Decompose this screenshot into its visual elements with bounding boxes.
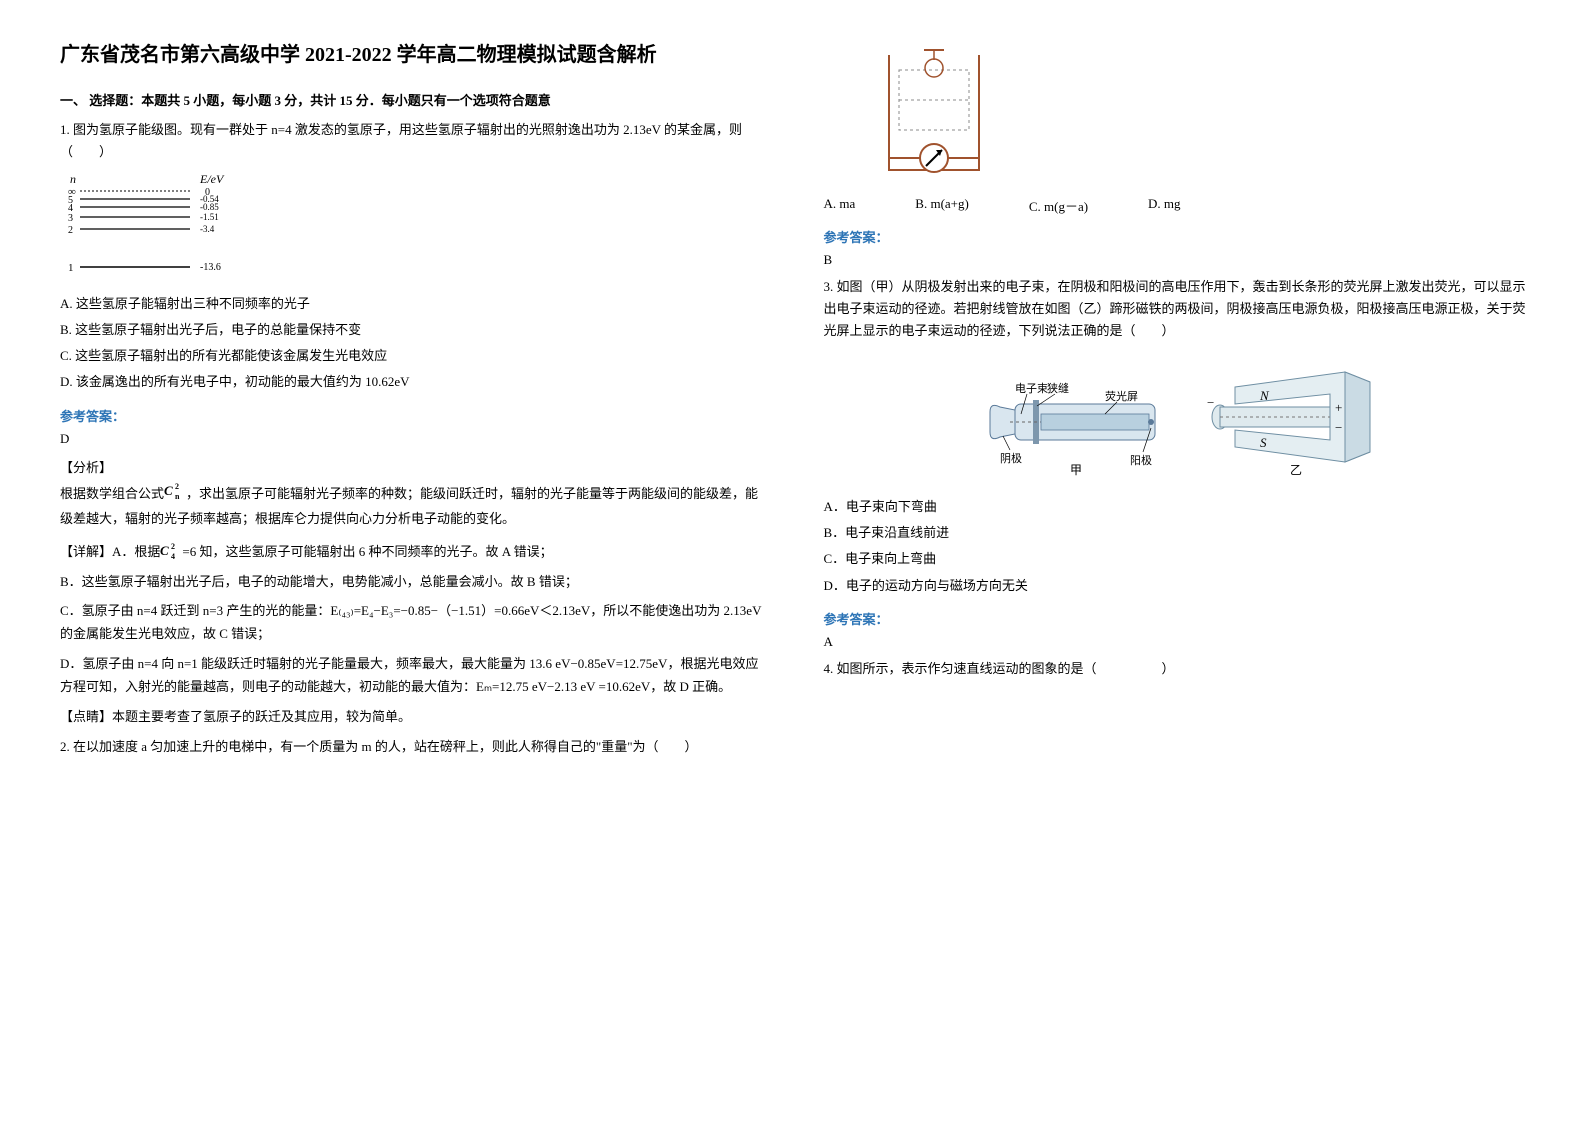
q2-option-d: D. mg — [1148, 196, 1181, 215]
svg-text:电子束: 电子束 — [1015, 382, 1048, 395]
q2-answer: B — [824, 252, 1528, 268]
energy-level-diagram: n E/eV ∞ 0 5 -0.54 4 -0.85 3 -1.51 2 — [60, 171, 764, 285]
q2-stem: 2. 在以加速度 a 匀加速上升的电梯中，有一个质量为 m 的人，站在磅秤上，则… — [60, 736, 764, 758]
svg-text:−: − — [1207, 395, 1214, 410]
q1-ref-label: 参考答案： — [60, 406, 764, 425]
svg-text:甲: 甲 — [1070, 463, 1082, 477]
q1-detail-a-suffix: =6 知，这些氢原子可能辐射出 6 种不同频率的光子。故 A 错误； — [182, 544, 552, 559]
q1-analysis: 根据数学组合公式C2n，求出氢原子可能辐射光子频率的种数；能级间跃迁时，辐射的光… — [60, 482, 764, 531]
svg-text:-1.51: -1.51 — [200, 212, 219, 222]
svg-text:3: 3 — [68, 213, 73, 224]
q3-option-b: B．电子束沿直线前进 — [824, 522, 1528, 544]
svg-text:4: 4 — [171, 552, 175, 560]
q2-ref-label: 参考答案： — [824, 227, 1528, 246]
svg-text:荧光屏: 荧光屏 — [1105, 389, 1138, 403]
section-1-heading: 一、 选择题：本题共 5 小题，每小题 3 分，共计 15 分．每小题只有一个选… — [60, 90, 764, 109]
svg-text:n: n — [175, 492, 180, 500]
svg-text:C: C — [164, 483, 173, 498]
q1-detail-head: 【详解】A．根据C24=6 知，这些氢原子可能辐射出 6 种不同频率的光子。故 … — [60, 541, 764, 564]
svg-text:-13.6: -13.6 — [200, 262, 221, 273]
q3-option-c: C．电子束向上弯曲 — [824, 548, 1528, 570]
svg-text:阴极: 阴极 — [1000, 451, 1022, 465]
doc-title: 广东省茂名市第六高级中学 2021-2022 学年高二物理模拟试题含解析 — [60, 40, 764, 70]
svg-text:2: 2 — [171, 542, 175, 551]
q3-answer: A — [824, 634, 1528, 650]
q1-detail-b: B．这些氢原子辐射出光子后，电子的动能增大，电势能减小，总能量会减小。故 B 错… — [60, 570, 764, 593]
combination-c42-icon: C24 — [160, 542, 182, 564]
q1-tip: 【点睛】本题主要考查了氢原子的跃迁及其应用，较为简单。 — [60, 705, 764, 728]
svg-text:阳极: 阳极 — [1130, 453, 1152, 467]
q1-stem: 1. 图为氢原子能级图。现有一群处于 n=4 激发态的氢原子，用这些氢原子辐射出… — [60, 119, 764, 163]
q3-ref-label: 参考答案： — [824, 609, 1528, 628]
q1-analysis-head: 【分析】 — [60, 457, 764, 476]
svg-text:N: N — [1259, 388, 1270, 403]
q4-stem: 4. 如图所示，表示作匀速直线运动的图象的是（ ） — [824, 658, 1528, 680]
q2-option-a: A. ma — [824, 196, 856, 215]
energy-n-header: n — [70, 172, 76, 186]
q1-option-a: A. 这些氢原子能辐射出三种不同频率的光子 — [60, 293, 764, 315]
svg-text:2: 2 — [68, 225, 73, 236]
crt-tube-icon: 电子束 狭缝 荧光屏 阴极 阳极 甲 — [990, 381, 1155, 477]
svg-text:1: 1 — [68, 262, 74, 274]
q3-option-d: D．电子的运动方向与磁场方向无关 — [824, 575, 1528, 597]
svg-text:狭缝: 狭缝 — [1047, 381, 1069, 395]
q1-analysis-text-1: 根据数学组合公式 — [60, 486, 164, 501]
q1-answer: D — [60, 431, 764, 447]
q1-option-b: B. 这些氢原子辐射出光子后，电子的总能量保持不变 — [60, 319, 764, 341]
svg-text:乙: 乙 — [1290, 463, 1302, 477]
q2-options-row: A. ma B. m(a+g) C. m(g－a) D. mg — [824, 196, 1528, 215]
q1-detail-d: D．氢原子由 n=4 向 n=1 能级跃迁时辐射的光子能量最大，频率最大，最大能… — [60, 652, 764, 699]
svg-text:2: 2 — [175, 482, 179, 491]
svg-text:-3.4: -3.4 — [200, 224, 215, 234]
svg-text:−: − — [1335, 420, 1342, 435]
combination-symbol-icon: C2n — [164, 482, 186, 507]
svg-text:C: C — [160, 543, 169, 558]
right-column: A. ma B. m(a+g) C. m(g－a) D. mg 参考答案： B … — [824, 40, 1528, 764]
q1-detail-a-prefix: A．根据 — [112, 544, 160, 559]
q3-stem: 3. 如图（甲）从阴极发射出来的电子束，在阴极和阳极间的高电压作用下，轰击到长条… — [824, 276, 1528, 342]
q1-option-d: D. 该金属逸出的所有光电子中，初动能的最大值约为 10.62eV — [60, 371, 764, 393]
svg-text:+: + — [1335, 400, 1342, 415]
energy-e-header: E/eV — [199, 172, 225, 186]
q2-option-b: B. m(a+g) — [915, 196, 969, 215]
q2-option-c: C. m(g－a) — [1029, 196, 1088, 215]
q1-detail-c: C．氢原子由 n=4 跃迁到 n=3 产生的光的能量：E₍₄₃₎=E₄−E₃=−… — [60, 599, 764, 646]
q2-circuit-diagram — [864, 40, 1528, 184]
svg-text:S: S — [1260, 435, 1267, 450]
q1-option-c: C. 这些氢原子辐射出的所有光都能使该金属发生光电效应 — [60, 345, 764, 367]
left-column: 广东省茂名市第六高级中学 2021-2022 学年高二物理模拟试题含解析 一、 … — [60, 40, 764, 764]
horseshoe-magnet-icon: N S − + − 乙 — [1207, 372, 1370, 477]
svg-text:-0.85: -0.85 — [200, 202, 219, 212]
q3-option-a: A．电子束向下弯曲 — [824, 496, 1528, 518]
q3-figure: 电子束 狭缝 荧光屏 阴极 阳极 甲 — [824, 352, 1528, 486]
